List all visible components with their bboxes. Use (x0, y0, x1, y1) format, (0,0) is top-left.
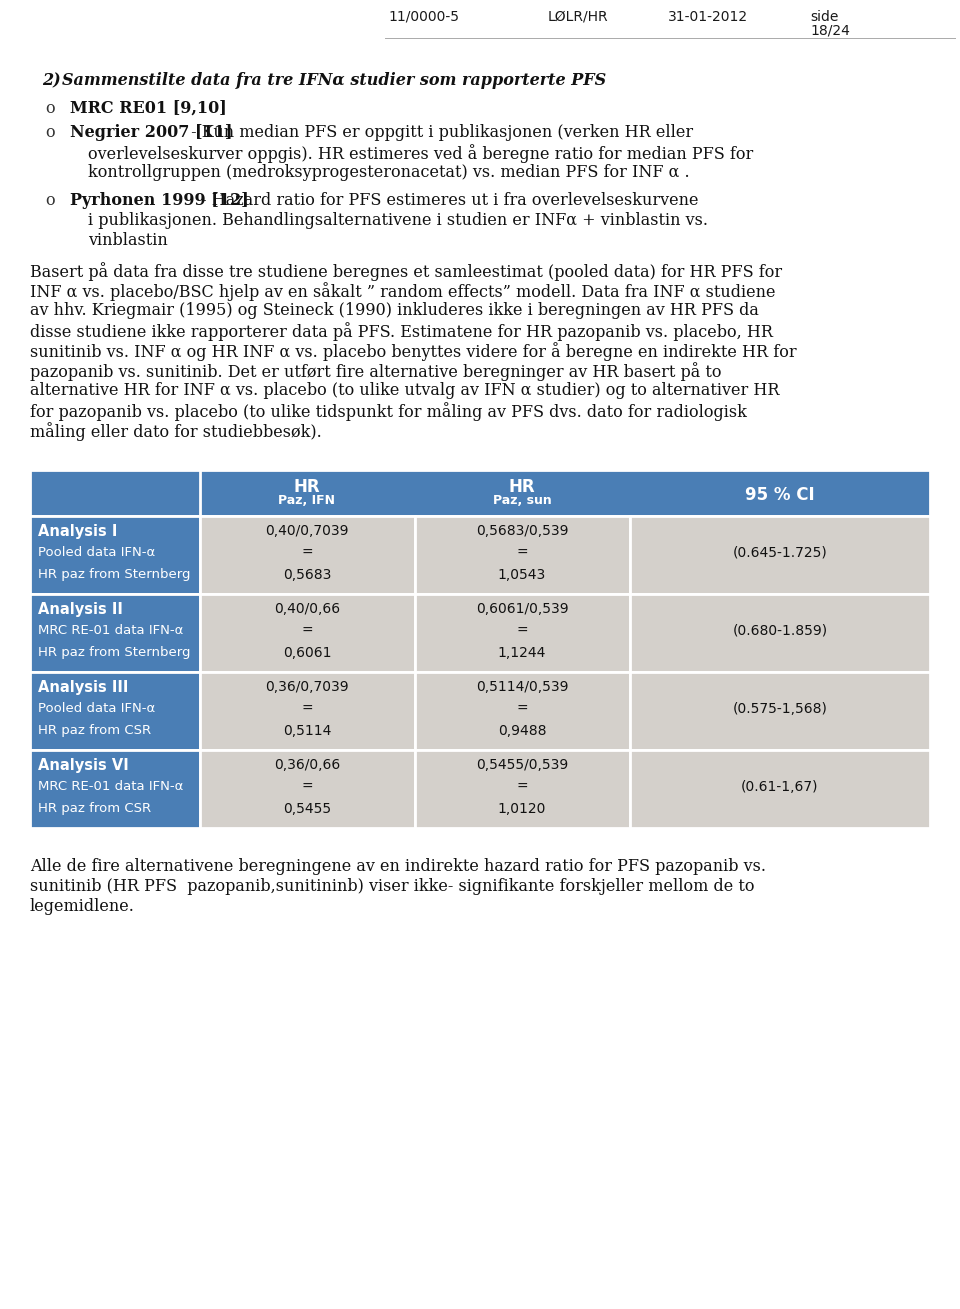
Text: =: = (516, 780, 528, 795)
Text: Alle de fire alternativene beregningene av en indirekte hazard ratio for PFS paz: Alle de fire alternativene beregningene … (30, 857, 766, 874)
Text: vinblastin: vinblastin (88, 232, 168, 249)
Bar (30, 672, 200, 750)
Text: for pazopanib vs. placebo (to ulike tidspunkt for måling av PFS dvs. dato for ra: for pazopanib vs. placebo (to ulike tids… (30, 402, 747, 421)
Text: Paz, IFN: Paz, IFN (278, 493, 335, 507)
Text: (0.645-1.725): (0.645-1.725) (732, 546, 828, 560)
Bar (30, 750, 200, 829)
Text: Basert på data fra disse tre studiene beregnes et samleestimat (pooled data) for: Basert på data fra disse tre studiene be… (30, 262, 782, 281)
Text: 95 % CI: 95 % CI (745, 486, 815, 504)
Text: 0,9488: 0,9488 (497, 724, 546, 738)
Text: Pyrhonen 1999 [12]: Pyrhonen 1999 [12] (70, 192, 249, 209)
Text: HR paz from CSR: HR paz from CSR (38, 724, 151, 737)
Text: 0,40/0,66: 0,40/0,66 (274, 602, 340, 617)
Bar (200, 516, 415, 594)
Text: Pooled data IFN-α: Pooled data IFN-α (38, 702, 156, 715)
Text: disse studiene ikke rapporterer data på PFS. Estimatene for HR pazopanib vs. pla: disse studiene ikke rapporterer data på … (30, 322, 773, 340)
Text: 0,5114/0,539: 0,5114/0,539 (476, 679, 568, 694)
Text: kontrollgruppen (medroksyprogesteronacetat) vs. median PFS for INF α .: kontrollgruppen (medroksyprogesteronacet… (88, 164, 689, 181)
Text: side: side (810, 10, 838, 24)
Text: 1,0120: 1,0120 (498, 802, 546, 816)
Text: av hhv. Kriegmair (1995) og Steineck (1990) inkluderes ikke i beregningen av HR : av hhv. Kriegmair (1995) og Steineck (19… (30, 302, 758, 319)
Text: 0,5683: 0,5683 (283, 568, 331, 583)
Bar (200, 750, 415, 829)
Bar (415, 672, 630, 750)
Text: Analysis III: Analysis III (38, 679, 129, 695)
Text: HR: HR (294, 478, 321, 496)
Text: HR: HR (509, 478, 536, 496)
Text: (0.575-1,568): (0.575-1,568) (732, 702, 828, 716)
Text: måling eller dato for studiebbesøk).: måling eller dato for studiebbesøk). (30, 421, 322, 441)
Text: Pooled data IFN-α: Pooled data IFN-α (38, 546, 156, 559)
Text: =: = (301, 780, 313, 795)
Text: 31-01-2012: 31-01-2012 (668, 10, 748, 24)
Text: MRC RE01 [9,10]: MRC RE01 [9,10] (70, 99, 227, 117)
Bar (415, 594, 630, 672)
Text: Sammenstilte data fra tre IFNα studier som rapporterte PFS: Sammenstilte data fra tre IFNα studier s… (62, 72, 606, 89)
Text: 0,6061/0,539: 0,6061/0,539 (476, 602, 568, 617)
Text: MRC RE-01 data IFN-α: MRC RE-01 data IFN-α (38, 624, 183, 637)
Text: =: = (301, 624, 313, 637)
Text: =: = (516, 702, 528, 716)
Text: MRC RE-01 data IFN-α: MRC RE-01 data IFN-α (38, 780, 183, 793)
Text: 0,5455: 0,5455 (283, 802, 331, 816)
Bar (30, 470, 930, 516)
Bar (200, 594, 415, 672)
Text: 0,36/0,7039: 0,36/0,7039 (265, 679, 348, 694)
Text: 0,40/0,7039: 0,40/0,7039 (265, 524, 348, 538)
Text: INF α vs. placebo/BSC hjelp av en såkalt ” random effects” modell. Data fra INF : INF α vs. placebo/BSC hjelp av en såkalt… (30, 281, 776, 301)
Text: o: o (45, 124, 55, 141)
Text: i publikasjonen. Behandlingsalternativene i studien er INFα + vinblastin vs.: i publikasjonen. Behandlingsalternativen… (88, 212, 708, 229)
Text: 0,5114: 0,5114 (283, 724, 331, 738)
Text: 0,5683/0,539: 0,5683/0,539 (476, 524, 568, 538)
Text: pazopanib vs. sunitinib. Det er utført fire alternative beregninger av HR basert: pazopanib vs. sunitinib. Det er utført f… (30, 363, 722, 381)
Text: o: o (45, 192, 55, 209)
Text: HR paz from Sternberg: HR paz from Sternberg (38, 647, 190, 658)
Bar (630, 750, 930, 829)
Text: Paz, sun: Paz, sun (492, 493, 551, 507)
Text: (0.61-1,67): (0.61-1,67) (741, 780, 819, 795)
Text: Negrier 2007 [11]: Negrier 2007 [11] (70, 124, 232, 141)
Text: 1,0543: 1,0543 (498, 568, 546, 583)
Text: HR paz from Sternberg: HR paz from Sternberg (38, 568, 190, 581)
Text: - Hazard ratio for PFS estimeres ut i fra overlevelseskurvene: - Hazard ratio for PFS estimeres ut i fr… (196, 192, 699, 209)
Bar (30, 594, 200, 672)
Bar (200, 672, 415, 750)
Text: overlevelseskurver oppgis). HR estimeres ved å beregne ratio for median PFS for: overlevelseskurver oppgis). HR estimeres… (88, 144, 754, 162)
Text: sunitinib (HR PFS  pazopanib,sunitininb) viser ikke- signifikante forskjeller me: sunitinib (HR PFS pazopanib,sunitininb) … (30, 878, 755, 895)
Text: sunitinib vs. INF α og HR INF α vs. placebo benyttes videre for å beregne en ind: sunitinib vs. INF α og HR INF α vs. plac… (30, 342, 797, 361)
Text: 0,6061: 0,6061 (283, 647, 331, 660)
Text: legemidlene.: legemidlene. (30, 898, 134, 915)
Bar (30, 470, 200, 516)
Bar (630, 516, 930, 594)
Text: Analysis VI: Analysis VI (38, 758, 129, 774)
Text: Analysis I: Analysis I (38, 524, 117, 539)
Text: (0.680-1.859): (0.680-1.859) (732, 624, 828, 637)
Bar (630, 594, 930, 672)
Bar (630, 672, 930, 750)
Bar (415, 750, 630, 829)
Text: alternative HR for INF α vs. placebo (to ulike utvalg av IFN α studier) og to al: alternative HR for INF α vs. placebo (to… (30, 382, 780, 399)
Text: =: = (301, 702, 313, 716)
Bar (30, 516, 200, 594)
Text: LØLR/HR: LØLR/HR (548, 10, 609, 24)
Text: 1,1244: 1,1244 (498, 647, 546, 660)
Text: - Kun median PFS er oppgitt i publikasjonen (verken HR eller: - Kun median PFS er oppgitt i publikasjo… (186, 124, 693, 141)
Text: 0,36/0,66: 0,36/0,66 (274, 758, 340, 772)
Text: =: = (301, 546, 313, 560)
Text: Analysis II: Analysis II (38, 602, 123, 617)
Text: =: = (516, 624, 528, 637)
Text: =: = (516, 546, 528, 560)
Text: HR paz from CSR: HR paz from CSR (38, 802, 151, 816)
Text: 2): 2) (42, 72, 66, 89)
Text: o: o (45, 99, 55, 117)
Text: 18/24: 18/24 (810, 24, 850, 38)
Text: 0,5455/0,539: 0,5455/0,539 (476, 758, 568, 772)
Text: 11/0000-5: 11/0000-5 (388, 10, 459, 24)
Bar (415, 516, 630, 594)
